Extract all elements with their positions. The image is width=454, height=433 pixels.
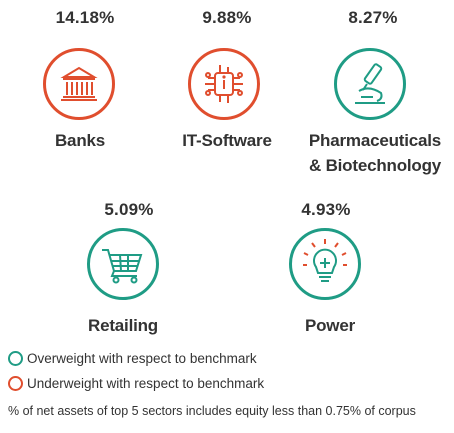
light-bulb-icon (303, 239, 347, 282)
pharma-biotech-percentage: 8.27% (348, 8, 398, 27)
retailing-label: Retailing (88, 316, 158, 335)
retailing-percentage: 5.09% (104, 200, 154, 219)
pharma-biotech-icon-circle (334, 48, 406, 120)
it-software-icon-circle (188, 48, 260, 120)
circuit-chip-icon (205, 65, 243, 103)
banks-label: Banks (54, 131, 106, 150)
power-percentage: 4.93% (301, 200, 351, 219)
legend-underweight: Underweight with respect to benchmark (8, 376, 264, 391)
microscope-icon (355, 63, 385, 104)
overweight-marker-icon (8, 351, 23, 366)
banks-icon-circle (43, 48, 115, 120)
underweight-marker-icon (8, 376, 23, 391)
power-label: Power (304, 316, 356, 335)
it-software-percentage: 9.88% (202, 8, 252, 27)
it-software-label: IT-Software (182, 131, 272, 150)
bank-building-icon (60, 66, 98, 101)
legend-overweight-text: Overweight with respect to benchmark (27, 351, 257, 366)
power-icon-circle (289, 228, 361, 300)
legend-underweight-text: Underweight with respect to benchmark (27, 376, 265, 391)
pharma-biotech-label-line1: Pharmaceuticals (308, 131, 442, 150)
retailing-icon-circle (87, 228, 159, 300)
footnote: % of net assets of top 5 sectors include… (8, 404, 416, 418)
legend-overweight: Overweight with respect to benchmark (8, 351, 257, 366)
pharma-biotech-label-line2: & Biotechnology (308, 156, 442, 175)
banks-percentage: 14.18% (55, 8, 115, 27)
shopping-cart-icon (102, 249, 143, 284)
